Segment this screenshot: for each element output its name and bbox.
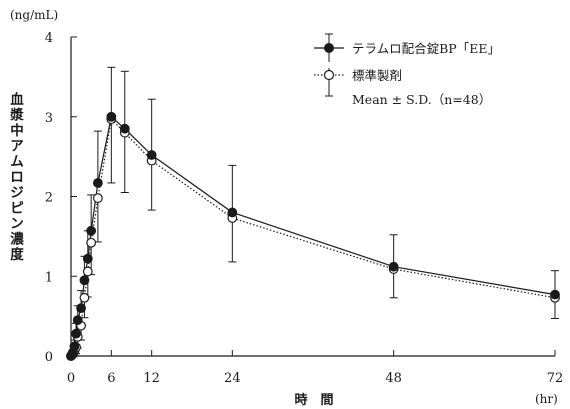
x-tick-label: 72 [547,371,564,386]
data-point-filled [72,315,83,326]
series-lines [70,115,556,357]
x-tick-label: 48 [385,371,402,386]
y-tick-label: 0 [45,350,53,365]
data-point-open [82,266,93,277]
y-axis-title: 血漿中アムロジピン濃度 [9,91,24,263]
data-point-filled [388,261,399,272]
legend-note: Mean ± S.D.（n=48） [352,92,491,107]
series-line-2 [70,117,556,357]
data-point-filled [86,225,97,236]
data-point-filled [82,253,93,264]
legend-marker-1 [324,43,334,53]
legend-label-1: テラムロ配合錠BP「EE」 [352,41,500,56]
data-point-filled [146,150,157,160]
x-tick-label: 6 [107,371,115,386]
data-point-filled [227,207,238,218]
y-tick-label: 2 [45,191,53,206]
error-bars [68,66,559,357]
data-point-filled [79,275,90,286]
data-point-filled [106,111,117,122]
data-point-open [86,237,97,248]
x-tick-label: 0 [67,371,75,386]
y-tick-label: 4 [45,31,53,46]
data-point-open [79,292,90,303]
y-tick-label: 3 [45,111,53,126]
x-axis-title: 時 間 [294,392,333,408]
legend: テラムロ配合錠BP「EE」 標準製剤 Mean ± S.D.（n=48） [314,33,500,107]
y-tick-label: 1 [45,270,53,285]
x-tick-label: 12 [143,371,160,386]
data-point-filled [550,289,560,300]
data-markers [66,111,560,361]
data-point-filled [92,178,103,188]
data-point-open [92,193,103,203]
legend-label-2: 標準製剤 [352,68,402,83]
data-point-filled [69,341,80,352]
x-tick-label: 24 [224,371,241,386]
data-point-filled [119,123,130,134]
data-point-filled [76,303,86,314]
x-unit-label: (hr) [535,392,558,406]
y-unit-label: (ng/mL) [10,8,58,22]
legend-marker-2 [323,69,335,81]
data-point-filled [71,328,81,339]
